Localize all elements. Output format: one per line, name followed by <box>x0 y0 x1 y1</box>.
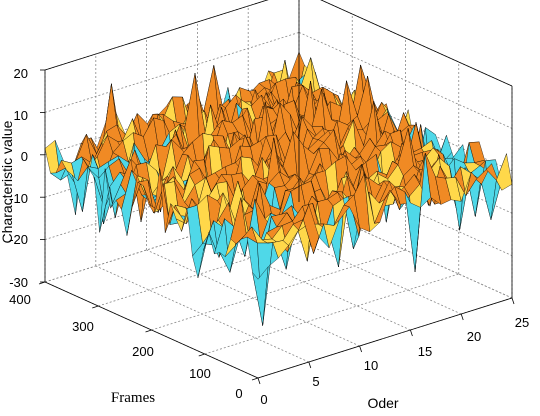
box-edge <box>320 0 513 87</box>
z-tick-label: 10 <box>14 108 28 123</box>
grid-line <box>44 0 269 71</box>
z-tick-label: 20 <box>14 66 28 81</box>
grid-line <box>197 233 411 331</box>
y-tick <box>145 329 152 333</box>
x-tick <box>460 313 464 321</box>
x-tick-label: 25 <box>515 315 529 330</box>
x-axis-label: Oder <box>367 395 398 411</box>
x-tick <box>308 361 312 369</box>
x-tick-label: 10 <box>364 358 378 373</box>
y-tick-label: 200 <box>132 344 154 359</box>
box-edge <box>44 0 269 71</box>
axes <box>38 0 515 385</box>
z-axis-label: Characteristic value <box>0 120 15 243</box>
z-tick-label: -30 <box>9 275 28 290</box>
grid-line <box>146 249 360 347</box>
z-tick-label: -10 <box>9 191 28 206</box>
grid-line <box>44 32 300 113</box>
y-tick-label: 100 <box>189 366 211 381</box>
grid-line <box>151 249 406 331</box>
y-axis-label: Frames <box>111 390 155 406</box>
z-tick-label: 0 <box>21 149 28 164</box>
x-tick <box>359 345 362 353</box>
surface-mesh <box>44 51 513 326</box>
surface-facet <box>496 153 513 191</box>
x-tick-label: 15 <box>418 344 432 359</box>
x-axis-line <box>257 297 513 379</box>
x-tick <box>257 377 261 385</box>
x-tick-label: 20 <box>467 329 481 344</box>
y-tick-label: 400 <box>9 292 31 307</box>
x-tick-label: 0 <box>260 392 267 407</box>
x-tick <box>511 297 515 305</box>
y-tick-label: 0 <box>235 386 242 401</box>
grid-line <box>298 159 513 256</box>
y-tick <box>198 353 205 357</box>
z-tick-label: -20 <box>9 232 28 247</box>
grid-line <box>204 273 459 355</box>
y-tick-label: 300 <box>72 319 94 334</box>
x-tick <box>410 329 413 337</box>
y-tick <box>92 305 99 309</box>
y-tick <box>251 377 259 381</box>
x-tick-label: 5 <box>312 374 319 389</box>
